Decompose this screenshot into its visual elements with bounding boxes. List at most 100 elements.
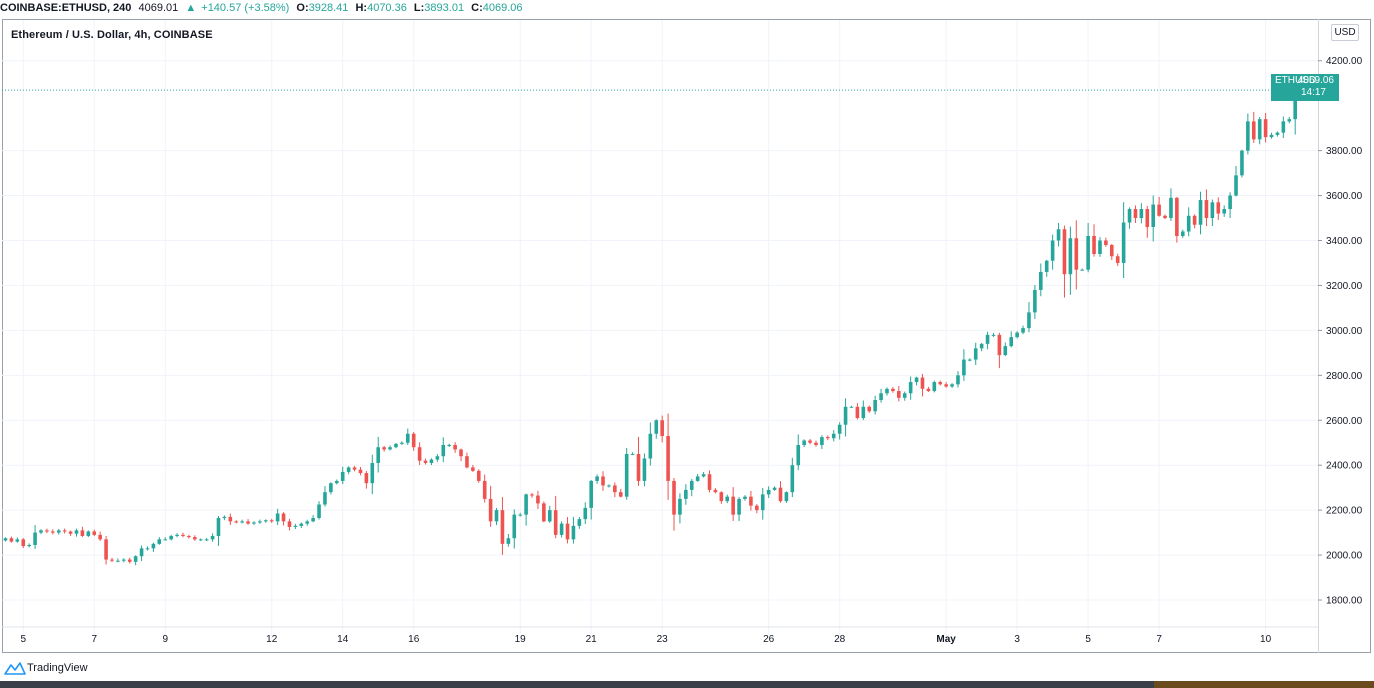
candle [234,520,239,524]
candle [376,436,381,473]
candle [826,435,830,441]
candle [950,383,954,388]
candle-body [607,485,611,487]
candle [139,545,144,562]
candle-body [1039,271,1043,290]
candle-body [737,498,741,515]
candlestick-chart[interactable]: 1800.00 2000.00 2200.00 2400.00 2600.00 2800.… [2,19,1371,653]
candle-body [187,535,191,538]
candle [394,442,398,449]
candle [684,484,688,505]
tradingview-logo-icon[interactable] [4,661,26,675]
candles [3,84,1297,566]
candle [39,529,43,535]
candle [98,531,102,541]
candle-body [92,531,97,535]
y-tick-label: 3400.00 [1326,236,1363,247]
candle-body [1033,289,1037,313]
candle [482,474,487,503]
candle [956,371,960,388]
currency-button[interactable]: USD [1331,24,1359,41]
candle-body [879,393,883,401]
tradingview-brand[interactable]: TradingView [27,662,88,674]
candle-body [376,447,381,463]
candle [175,533,179,538]
candle-body [453,444,457,450]
candle [275,508,280,526]
candle-body [672,480,676,515]
candle-body [1198,200,1203,225]
x-tick-label: 3 [1014,634,1020,645]
candle [1127,207,1132,229]
candle-body [1086,236,1090,270]
candle-body [15,539,20,542]
candle-body [181,534,185,536]
candle-body [33,532,37,545]
candle-body [695,476,700,481]
candle [547,505,552,523]
candle [204,537,209,542]
candle [914,376,919,386]
y-tick-label: 2400.00 [1326,461,1363,472]
candle [778,481,783,503]
candle [1139,203,1144,224]
candle [1281,116,1286,139]
candle-body [583,507,588,520]
y-tick-label: 2600.00 [1326,416,1363,427]
candle-body [1287,119,1292,122]
candle [1192,214,1197,229]
candle [512,509,517,549]
candle [187,534,191,539]
candle-body [311,518,315,522]
candle [814,440,818,447]
price-change: +140.57 (+3.58%) [201,2,290,14]
candle [843,398,848,437]
candle [122,558,126,563]
candle [33,525,37,549]
candle-body [1151,204,1156,228]
candle [317,501,321,520]
candle-body [411,433,416,448]
candle-body [352,467,357,470]
candle-body [766,489,771,495]
y-tick-label: 2000.00 [1326,551,1363,562]
candle-body [423,460,428,463]
candle [831,430,836,442]
candle [997,332,1002,369]
candle-body [334,480,339,484]
candle [488,485,493,527]
candle [725,494,730,504]
candle-body [1263,119,1268,138]
symbol-label[interactable]: COINBASE:ETHUSD, 240 [0,2,132,14]
candle [405,428,410,445]
candle [1044,259,1049,277]
candle-body [104,539,108,560]
taskbar-strip-right [1154,681,1374,688]
candle [340,466,345,485]
chart-pane[interactable] [2,19,1371,653]
candle [772,486,777,491]
candle-body [1281,121,1286,133]
candle-body [388,447,392,450]
candle-body [275,513,280,522]
x-tick-label: 5 [20,634,26,645]
y-tick-label: 4200.00 [1326,56,1363,67]
candle-body [601,476,605,486]
candle-body [1186,215,1191,232]
candle [979,342,984,352]
candle-body [902,393,907,398]
candle [802,439,806,447]
candle-body [820,437,824,445]
candle-body [666,435,670,481]
candle-body [530,494,534,496]
candle [1240,149,1244,178]
candle [1056,222,1061,247]
candle [500,497,505,555]
candle [695,473,700,482]
candle [228,513,233,525]
candle [672,478,676,531]
candle-body [518,514,522,516]
candle [897,386,901,402]
y-tick-label: 3800.00 [1326,146,1363,157]
candle [1074,220,1079,290]
